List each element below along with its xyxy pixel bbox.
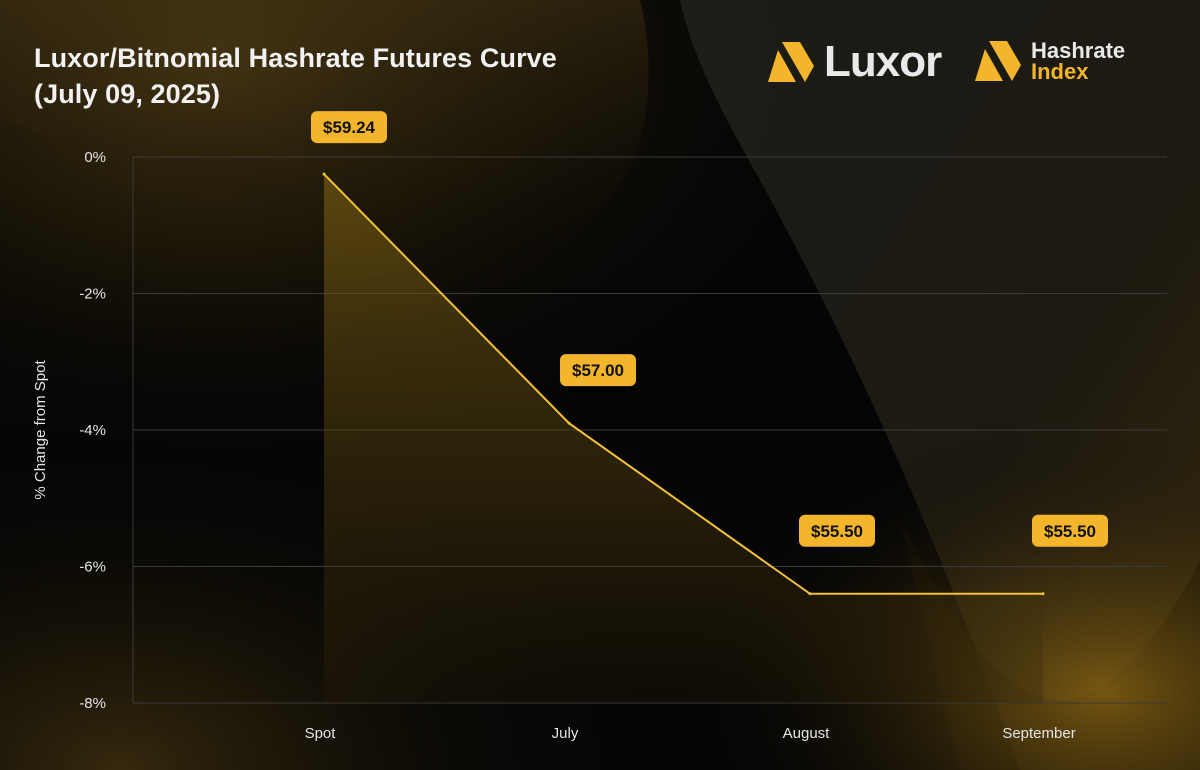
- y-tick-label: -2%: [79, 286, 106, 303]
- x-tick-label: August: [783, 725, 831, 742]
- hashrate-index-logo-icon: [975, 41, 1021, 81]
- data-label: $59.24: [323, 118, 376, 137]
- x-tick-label: September: [1002, 725, 1075, 742]
- data-label-box: [799, 514, 875, 547]
- y-tick-label: -8%: [79, 695, 106, 712]
- y-tick-label: -4%: [79, 422, 106, 439]
- hashrate-index-logo-line-1: Hashrate: [1031, 38, 1126, 63]
- chart-title: Luxor/Bitnomial Hashrate Futures Curve (…: [34, 40, 557, 112]
- x-tick-label: July: [552, 725, 579, 742]
- data-point: [567, 421, 571, 425]
- luxor-logo: Luxor: [768, 37, 942, 86]
- data-label-box: [311, 111, 387, 144]
- data-label: $55.50: [1044, 522, 1096, 541]
- data-point: [322, 172, 326, 176]
- x-tick-label: Spot: [305, 725, 337, 742]
- y-axis-title: % Change from Spot: [32, 360, 49, 500]
- y-tick-label: -6%: [79, 559, 106, 576]
- series-area: [324, 174, 1043, 703]
- luxor-logo-text: Luxor: [824, 37, 942, 86]
- chart-title-line-2: (July 09, 2025): [34, 79, 221, 109]
- y-tick-label: 0%: [84, 149, 106, 166]
- series-line: [323, 173, 1043, 595]
- data-point: [1041, 592, 1045, 596]
- data-label-box: [1032, 514, 1108, 547]
- chart-title-line-1: Luxor/Bitnomial Hashrate Futures Curve: [34, 43, 557, 73]
- hashrate-index-logo-line-2: Index: [1031, 59, 1089, 84]
- data-label-box: [560, 354, 636, 387]
- data-label: $55.50: [811, 522, 863, 541]
- data-point: [808, 592, 812, 596]
- luxor-logo-icon: [768, 42, 814, 82]
- data-label: $57.00: [572, 361, 624, 380]
- hashrate-index-logo: Hashrate Index: [975, 38, 1125, 84]
